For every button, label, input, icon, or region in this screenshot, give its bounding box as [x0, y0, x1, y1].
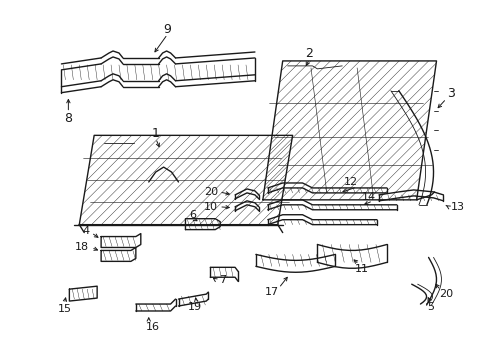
- Text: 10: 10: [204, 202, 218, 212]
- Text: 3: 3: [447, 87, 454, 100]
- Text: 14: 14: [361, 192, 375, 202]
- Text: 6: 6: [188, 210, 196, 220]
- Text: 9: 9: [163, 23, 171, 36]
- Text: 5: 5: [426, 302, 433, 312]
- Text: 2: 2: [305, 48, 313, 60]
- Text: 17: 17: [264, 287, 278, 297]
- Text: 1: 1: [151, 127, 159, 140]
- Text: 7: 7: [218, 275, 225, 285]
- Text: 4: 4: [82, 226, 89, 235]
- Text: 20: 20: [203, 187, 218, 197]
- Text: 19: 19: [188, 302, 202, 312]
- Text: 12: 12: [344, 177, 358, 187]
- Text: 8: 8: [64, 112, 72, 125]
- Text: 20: 20: [439, 289, 452, 299]
- Text: 16: 16: [145, 322, 160, 332]
- Text: 15: 15: [57, 304, 71, 314]
- Text: 11: 11: [354, 264, 368, 274]
- Text: 13: 13: [449, 202, 464, 212]
- Text: 18: 18: [75, 243, 89, 252]
